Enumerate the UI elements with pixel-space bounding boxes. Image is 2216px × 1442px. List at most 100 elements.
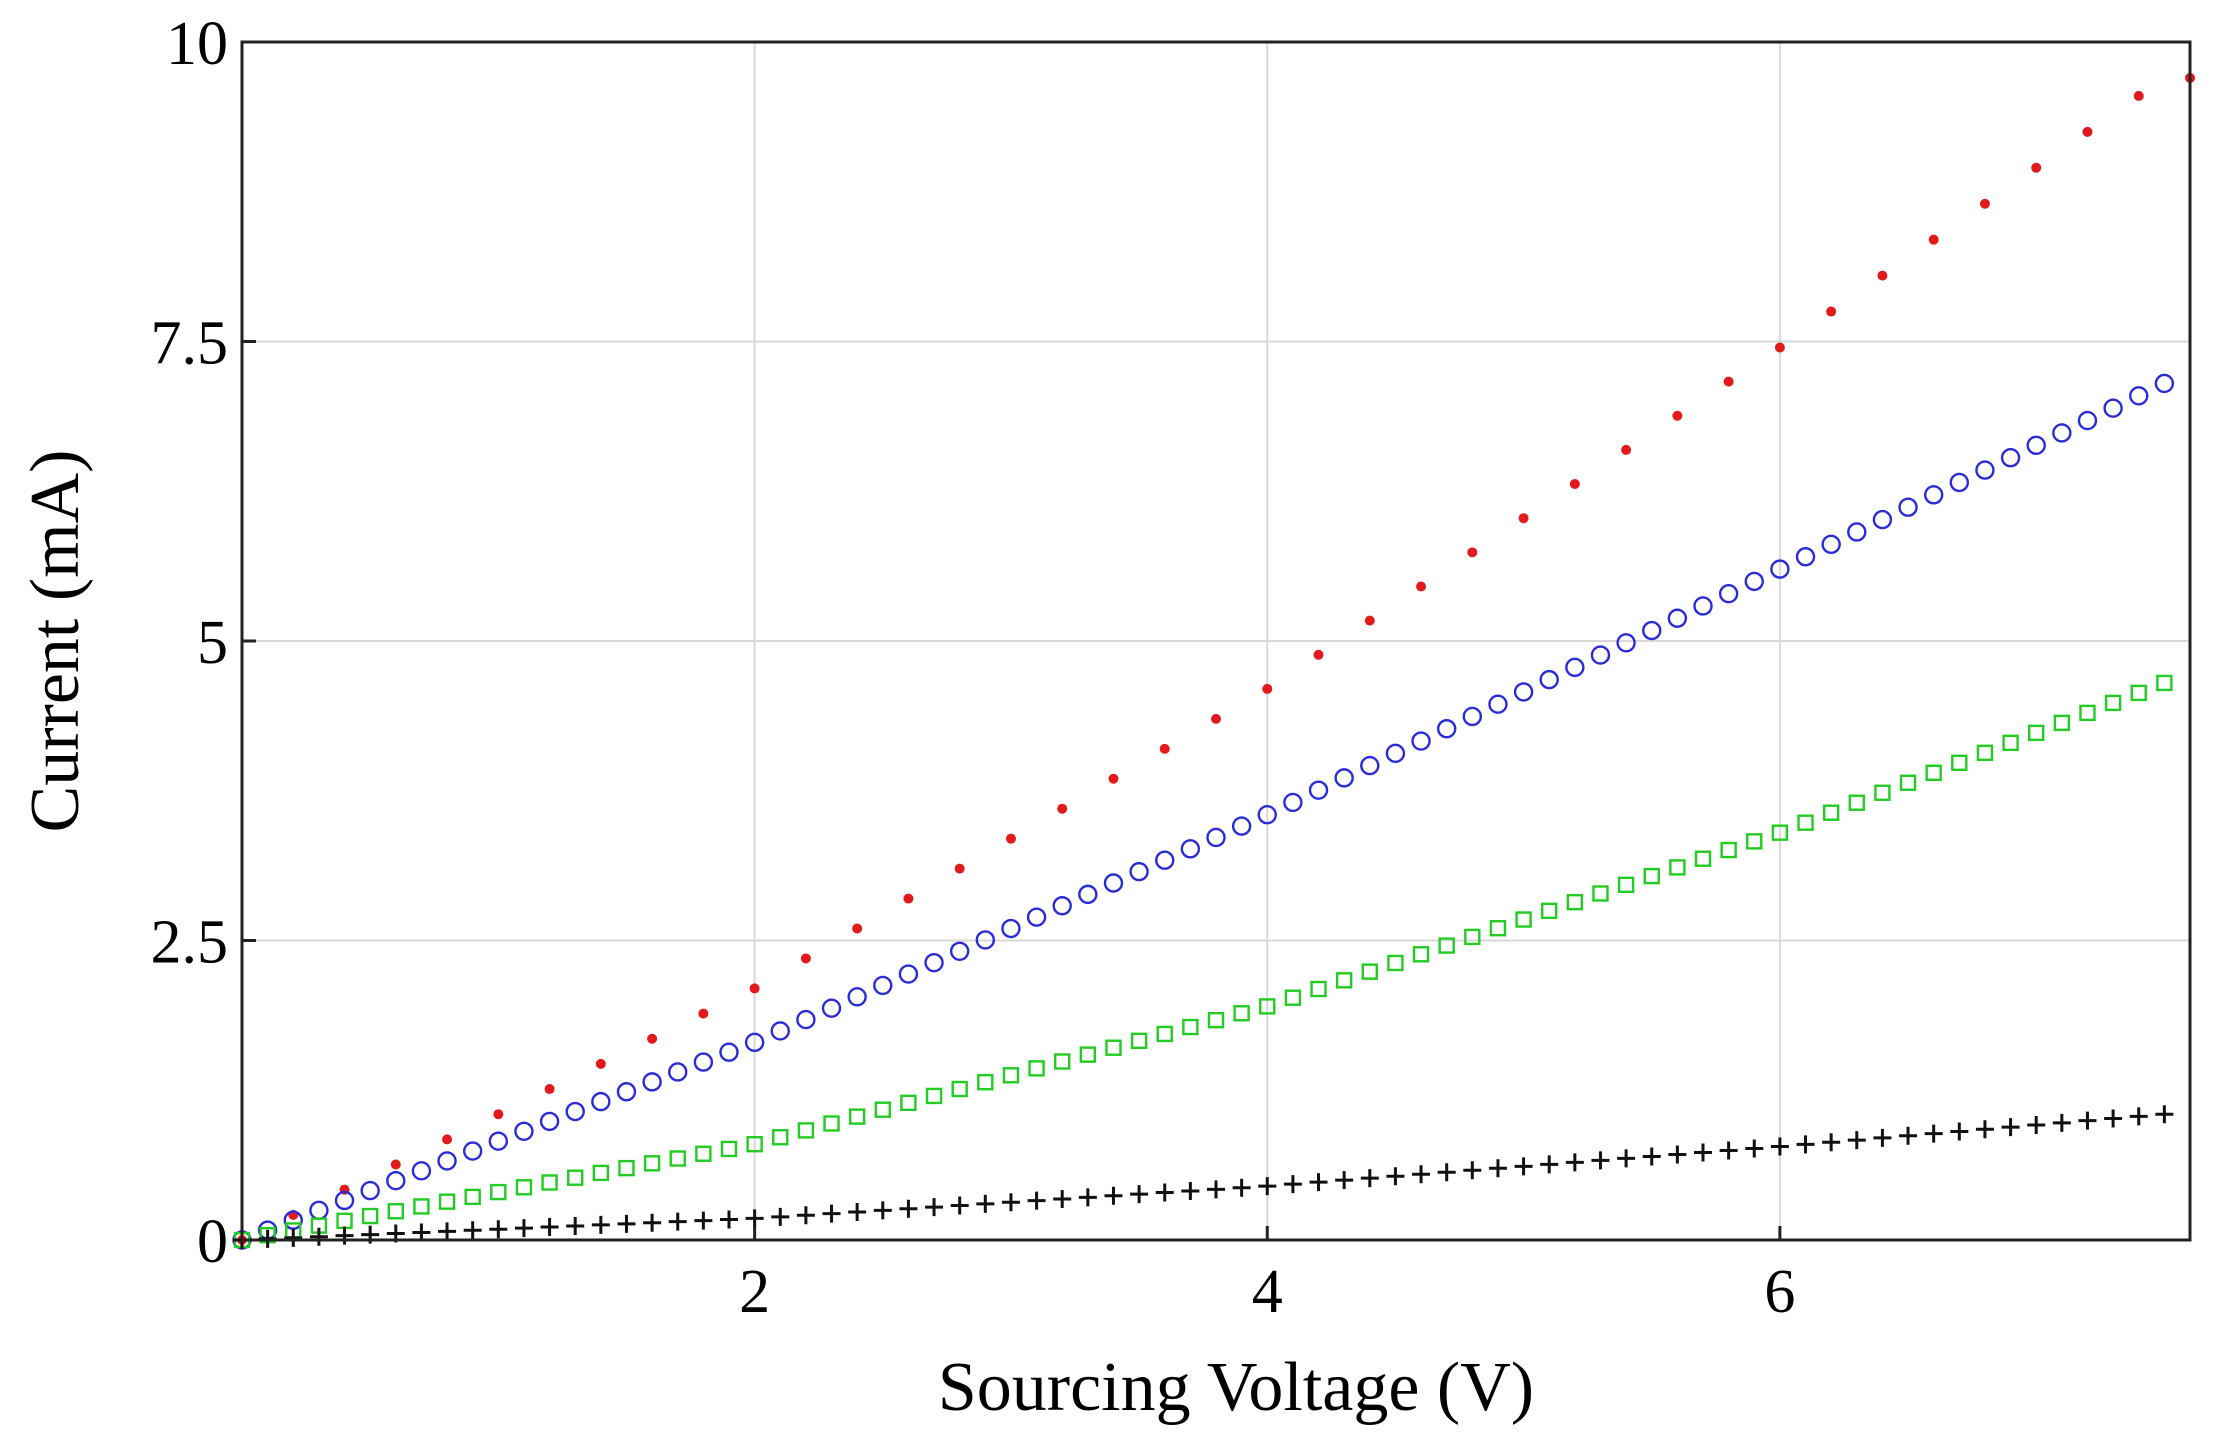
series-black-plus: [233, 1105, 2174, 1249]
data-point: [1130, 1032, 1148, 1050]
data-point: [1822, 1133, 1841, 1152]
data-point: [1001, 918, 1021, 939]
data-point: [1643, 867, 1660, 885]
data-point: [541, 1174, 558, 1191]
data-point: [1002, 1067, 1020, 1084]
data-point: [1438, 937, 1455, 954]
data-point: [1387, 954, 1404, 972]
data-point: [1053, 1190, 1072, 1209]
data-point: [1540, 1155, 1559, 1174]
data-point: [1489, 920, 1507, 937]
data-point: [616, 1082, 637, 1102]
data-point: [951, 1080, 968, 1098]
data-point: [1872, 509, 1893, 530]
data-point: [1437, 1163, 1456, 1182]
data-point: [1464, 928, 1481, 946]
data-point: [1259, 998, 1276, 1015]
data-point: [595, 1058, 606, 1069]
data-point: [720, 1140, 738, 1158]
data-point: [1694, 1143, 1712, 1162]
data-point: [847, 987, 867, 1007]
data-point: [1257, 805, 1277, 825]
data-point: [309, 1227, 328, 1246]
data-point: [437, 1151, 457, 1171]
data-point: [1949, 472, 1970, 493]
data-point: [1821, 534, 1841, 555]
data-point: [2052, 423, 2072, 443]
data-point: [1874, 784, 1891, 801]
data-point: [387, 1203, 404, 1220]
x-tick-label: 2: [739, 1258, 770, 1326]
x-tick-label: 4: [1252, 1258, 1283, 1326]
data-point: [514, 1121, 534, 1141]
data-point: [412, 1223, 431, 1242]
data-point: [2028, 724, 2045, 742]
data-point: [1669, 859, 1686, 876]
data-point: [694, 1211, 713, 1230]
data-point: [746, 1135, 763, 1153]
data-point: [1079, 1046, 1097, 1063]
series-red-dots: [237, 72, 2195, 1245]
data-point: [823, 1115, 840, 1132]
y-tick-label: 0: [197, 1208, 228, 1276]
data-point: [1668, 1145, 1687, 1164]
data-point: [1233, 1005, 1250, 1022]
y-tick-label: 7.5: [151, 310, 229, 378]
data-point: [1054, 1053, 1071, 1070]
data-point: [1364, 615, 1375, 626]
data-point: [749, 983, 760, 994]
data-point: [2031, 162, 2042, 173]
data-point: [647, 1033, 658, 1044]
data-point: [1950, 1122, 1969, 1141]
data-point: [977, 1073, 994, 1091]
data-point: [514, 1219, 533, 1238]
data-point: [1822, 804, 1840, 821]
data-point: [413, 1198, 430, 1215]
data-point: [1642, 620, 1662, 641]
data-point: [925, 1087, 943, 1105]
data-point: [925, 1198, 944, 1217]
axis-ticks: 2 4 6 0 2.5 5 7.5 10: [151, 10, 1796, 1326]
data-point: [2155, 1105, 2174, 1124]
data-point: [592, 1164, 610, 1182]
data-point: [1284, 989, 1302, 1006]
data-point: [1746, 833, 1763, 850]
data-point: [1155, 850, 1175, 870]
data-point: [490, 1183, 507, 1201]
data-point: [1770, 559, 1790, 579]
data-point: [1052, 896, 1072, 916]
data-point: [1951, 754, 1968, 771]
data-point: [720, 1210, 738, 1229]
data-point: [1771, 824, 1789, 841]
data-point: [668, 1212, 687, 1231]
data-point: [1569, 479, 1580, 490]
data-point: [745, 1209, 764, 1228]
data-point: [1360, 755, 1380, 776]
data-point: [1001, 1193, 1020, 1212]
data-point: [1129, 861, 1149, 882]
data-point: [1720, 841, 1737, 859]
data-point: [1539, 669, 1559, 690]
data-point: [1313, 649, 1324, 660]
data-point: [462, 1141, 483, 1161]
data-point: [360, 1180, 380, 1201]
grid-lines: [242, 42, 2190, 1240]
data-point: [565, 1101, 585, 1122]
data-point: [284, 1228, 303, 1247]
data-point: [1027, 1191, 1046, 1210]
data-point: [335, 1226, 354, 1245]
y-tick-label: 5: [197, 609, 228, 677]
data-point: [1591, 1151, 1610, 1170]
data-point: [668, 1062, 688, 1082]
data-point: [2002, 734, 2019, 752]
data-point: [873, 975, 893, 996]
data-point: [1975, 460, 1995, 480]
data-point: [1335, 1171, 1354, 1190]
data-point: [874, 1101, 891, 1118]
data-point: [1360, 1169, 1379, 1188]
data-point: [411, 1161, 432, 1181]
data-point: [1412, 946, 1430, 963]
data-point: [540, 1218, 559, 1237]
